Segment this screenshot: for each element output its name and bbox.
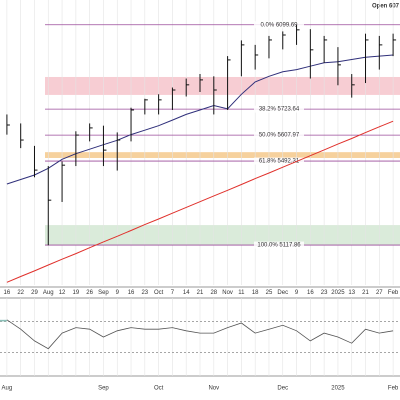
fib-label: 100.0% 5117.86 bbox=[257, 243, 301, 249]
zone bbox=[45, 76, 400, 95]
x-tick-label: 16 bbox=[128, 290, 135, 296]
x-tick-label: 2025 bbox=[331, 386, 345, 392]
zone bbox=[45, 152, 400, 158]
x-tick-label: Sep bbox=[98, 290, 109, 296]
x-tick-label: 13 bbox=[348, 290, 355, 296]
x-tick-label: Oct bbox=[154, 290, 164, 296]
x-tick-label: 14 bbox=[183, 290, 190, 296]
x-tick-label: 21 bbox=[197, 290, 204, 296]
header-text: Open 607 bbox=[372, 4, 400, 10]
x-tick-label: Dec bbox=[277, 290, 288, 296]
moving-average bbox=[6, 54, 394, 185]
x-tick-label: Nov bbox=[208, 386, 219, 392]
fib-label-bg bbox=[254, 131, 304, 139]
rsi-overbought bbox=[0, 319, 7, 322]
x-tick-label: 23 bbox=[321, 290, 328, 296]
fib-label-bg bbox=[254, 21, 304, 29]
x-tick-label: 25 bbox=[266, 290, 273, 296]
x-tick-label: Nov bbox=[222, 290, 233, 296]
x-tick-label: 22 bbox=[17, 290, 24, 296]
x-tick-label: 28 bbox=[210, 290, 217, 296]
x-tick-label: 27 bbox=[376, 290, 383, 296]
x-tick-label: Aug bbox=[2, 386, 13, 392]
zone bbox=[45, 225, 400, 246]
fib-label: 38.2% 5723.64 bbox=[259, 107, 300, 113]
x-tick-label: 19 bbox=[73, 290, 80, 296]
x-tick-label: 18 bbox=[252, 290, 259, 296]
x-tick-label: Oct bbox=[154, 386, 164, 392]
x-tick-label: 9 bbox=[295, 290, 299, 296]
x-tick-label: 12 bbox=[59, 290, 66, 296]
fib-label-bg bbox=[254, 157, 304, 165]
x-tick-label: 16 bbox=[307, 290, 314, 296]
x-tick-label: Sep bbox=[98, 386, 109, 392]
fib-label-bg bbox=[254, 241, 304, 249]
x-tick-label: Feb bbox=[388, 290, 399, 296]
x-tick-label: 26 bbox=[86, 290, 93, 296]
rsi-line bbox=[6, 319, 394, 350]
x-tick-label: 7 bbox=[171, 290, 175, 296]
x-tick-label: Dec bbox=[277, 386, 288, 392]
fib-label-bg bbox=[254, 105, 304, 113]
moving-average bbox=[6, 120, 394, 283]
x-tick-label: 9 bbox=[116, 290, 120, 296]
x-tick-label: 21 bbox=[362, 290, 369, 296]
fib-label: 50.0% 5607.97 bbox=[259, 133, 300, 139]
fib-label: 0.0% 6099.69 bbox=[260, 22, 298, 28]
fib-label: 61.8% 5492.31 bbox=[259, 159, 300, 165]
x-tick-label: Feb bbox=[388, 386, 399, 392]
x-tick-label: 29 bbox=[31, 290, 38, 296]
x-tick-label: 11 bbox=[238, 290, 245, 296]
x-tick-label: 2025 bbox=[331, 290, 345, 296]
x-tick-label: 23 bbox=[141, 290, 148, 296]
x-tick-label: Aug bbox=[43, 290, 54, 296]
x-tick-label: 16 bbox=[4, 290, 11, 296]
